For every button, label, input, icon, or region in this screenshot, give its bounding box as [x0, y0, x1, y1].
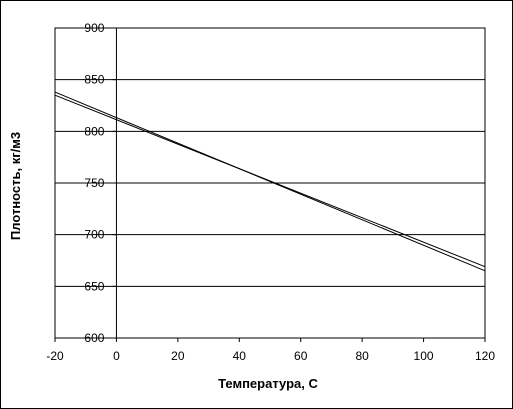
x-tick-label: 80: [355, 349, 369, 363]
y-tick-label: 650: [84, 279, 104, 293]
y-tick-label: 600: [84, 331, 104, 345]
plot-area: 600 650 700 750 800 850 900 -20 0 20 40 60 80 100 120: [46, 21, 495, 363]
series-line: [54, 94, 486, 268]
y-axis-title: Плотность, кг/м3: [8, 132, 23, 240]
x-tick-label: 100: [414, 349, 434, 363]
y-tick-label: 700: [84, 228, 104, 242]
x-tick-label: 120: [475, 349, 495, 363]
y-tick-label: 800: [84, 124, 104, 138]
x-tick-label: 20: [171, 349, 185, 363]
x-tick-label: 60: [294, 349, 308, 363]
x-tick-label: 40: [233, 349, 247, 363]
y-tick-label: 900: [84, 21, 104, 35]
x-tick-label: 0: [113, 349, 120, 363]
y-tick-label: 750: [84, 176, 104, 190]
x-axis-title: Температура, С: [218, 376, 318, 391]
y-tick-label: 850: [84, 73, 104, 87]
x-tick-label: -20: [46, 349, 64, 363]
